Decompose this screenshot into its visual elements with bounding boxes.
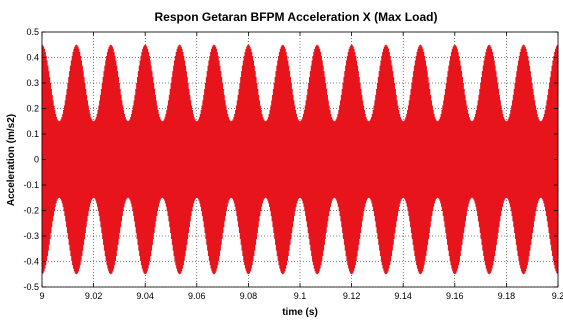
x-tick-label: 9.08 — [240, 291, 258, 301]
x-tick-label: 9 — [39, 291, 44, 301]
y-tick-label: 0.2 — [26, 104, 39, 114]
x-tick-label: 9.14 — [394, 291, 412, 301]
x-tick-label: 9.18 — [498, 291, 516, 301]
y-tick-label: 0.1 — [26, 129, 39, 139]
y-tick-label: -0.2 — [23, 206, 39, 216]
axis-ticks — [41, 31, 559, 288]
y-tick-label: -0.4 — [23, 257, 39, 267]
chart-title: Respon Getaran BFPM Acceleration X (Max … — [155, 10, 438, 24]
x-tick-label: 9.12 — [343, 291, 361, 301]
x-tick-label: 9.1 — [294, 291, 307, 301]
y-tick-label: 0.5 — [26, 27, 39, 37]
y-axis-label: Acceleration (m/s2) — [6, 114, 17, 206]
axis-tick-labels: 9 9.02 9.04 9.06 9.08 9.1 9.12 9.14 9.16 9.18 9.2 0… — [23, 27, 563, 301]
plot-area — [41, 44, 559, 275]
x-tick-label: 9.06 — [188, 291, 206, 301]
x-tick-label: 9.04 — [136, 291, 154, 301]
x-axis-label: time (s) — [282, 307, 318, 318]
y-tick-label: 0 — [34, 155, 39, 165]
x-tick-label: 9.2 — [552, 291, 563, 301]
y-tick-label: -0.1 — [23, 180, 39, 190]
x-tick-label: 9.02 — [85, 291, 103, 301]
series-line — [41, 44, 559, 275]
y-tick-label: 0.3 — [26, 78, 39, 88]
x-tick-label: 9.16 — [446, 291, 464, 301]
y-tick-label: -0.3 — [23, 231, 39, 241]
y-tick-label: 0.4 — [26, 53, 39, 63]
y-tick-label: -0.5 — [23, 282, 39, 292]
